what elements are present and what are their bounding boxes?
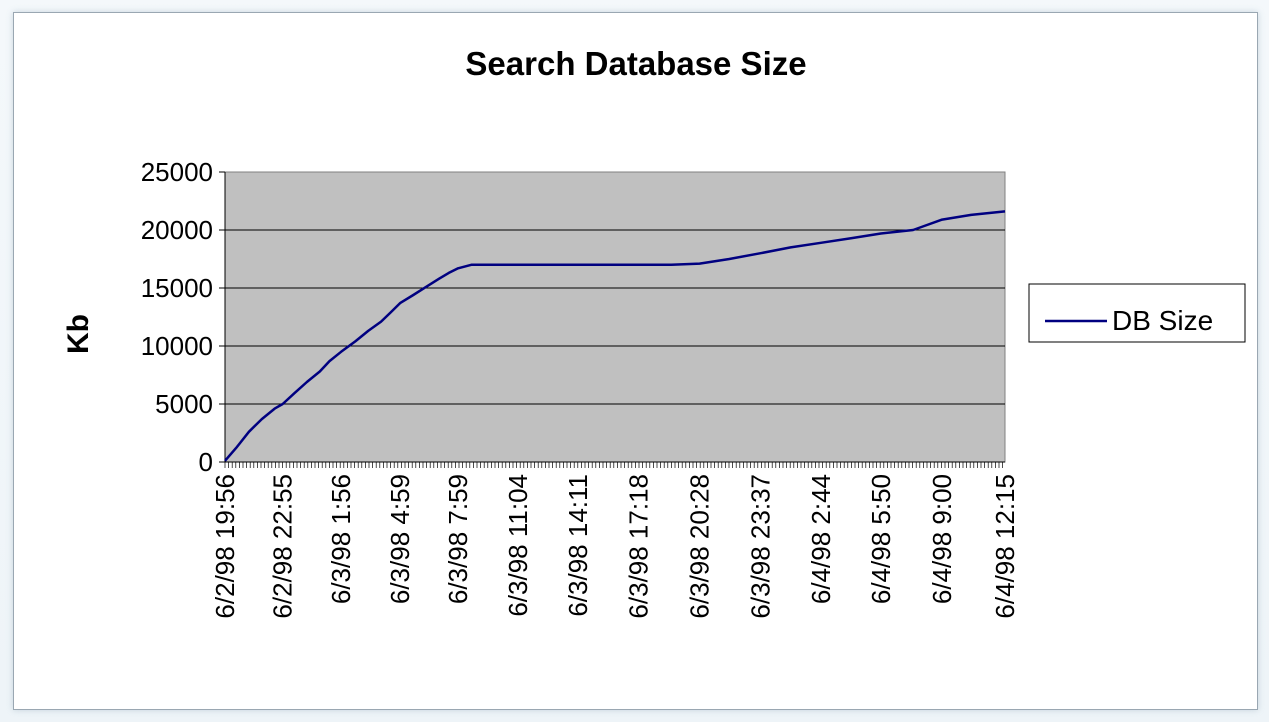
x-tick-label-13: 6/4/98 12:15 xyxy=(990,474,1020,619)
x-tick-label-8: 6/3/98 20:28 xyxy=(685,474,715,619)
x-tick-label-10: 6/4/98 2:44 xyxy=(806,474,836,604)
y-tick-label-10000: 10000 xyxy=(141,331,213,361)
x-tick-label-4: 6/3/98 7:59 xyxy=(443,474,473,604)
y-tick-label-25000: 25000 xyxy=(141,157,213,187)
x-tick-label-0: 6/2/98 19:56 xyxy=(210,474,240,619)
x-axis: 6/2/98 19:56 6/2/98 22:55 6/3/98 1:56 6/3/9… xyxy=(210,461,1020,619)
x-tick-label-9: 6/3/98 23:37 xyxy=(746,474,776,619)
x-axis-minor-ticks xyxy=(224,462,1003,468)
plot-area xyxy=(224,171,1006,463)
x-tick-label-5: 6/3/98 11:04 xyxy=(503,474,533,617)
series-line-db-size xyxy=(224,210,1006,462)
x-tick-label-3: 6/3/98 4:59 xyxy=(385,474,415,604)
x-tick-label-12: 6/4/98 9:00 xyxy=(927,474,957,604)
x-tick-label-2: 6/3/98 1:56 xyxy=(326,474,356,604)
x-tick-label-1: 6/2/98 22:55 xyxy=(268,474,298,619)
y-tick-label-15000: 15000 xyxy=(141,273,213,303)
chart-title: Search Database Size xyxy=(465,45,806,82)
y-tick-label-0: 0 xyxy=(199,447,213,477)
y-axis-label: Kb xyxy=(62,314,95,354)
chart-svg: Search Database Size Kb 0 5000 10000 15000 2… xyxy=(62,45,1246,619)
y-tick-label-20000: 20000 xyxy=(141,215,213,245)
chart-frame: Search Database Size Kb 0 5000 10000 15000 2… xyxy=(13,12,1258,710)
y-axis: 0 5000 10000 15000 20000 25000 xyxy=(141,157,226,477)
legend-box xyxy=(1028,283,1246,343)
legend: DB Size xyxy=(1028,283,1246,343)
x-tick-label-7: 6/3/98 17:18 xyxy=(623,474,653,619)
x-tick-label-6: 6/3/98 14:11 xyxy=(563,474,593,617)
x-tick-label-11: 6/4/98 5:50 xyxy=(866,474,896,604)
gridlines xyxy=(225,229,1005,405)
series-group xyxy=(224,210,1006,462)
y-tick-label-5000: 5000 xyxy=(155,389,213,419)
legend-label-db-size: DB Size xyxy=(1112,305,1213,336)
